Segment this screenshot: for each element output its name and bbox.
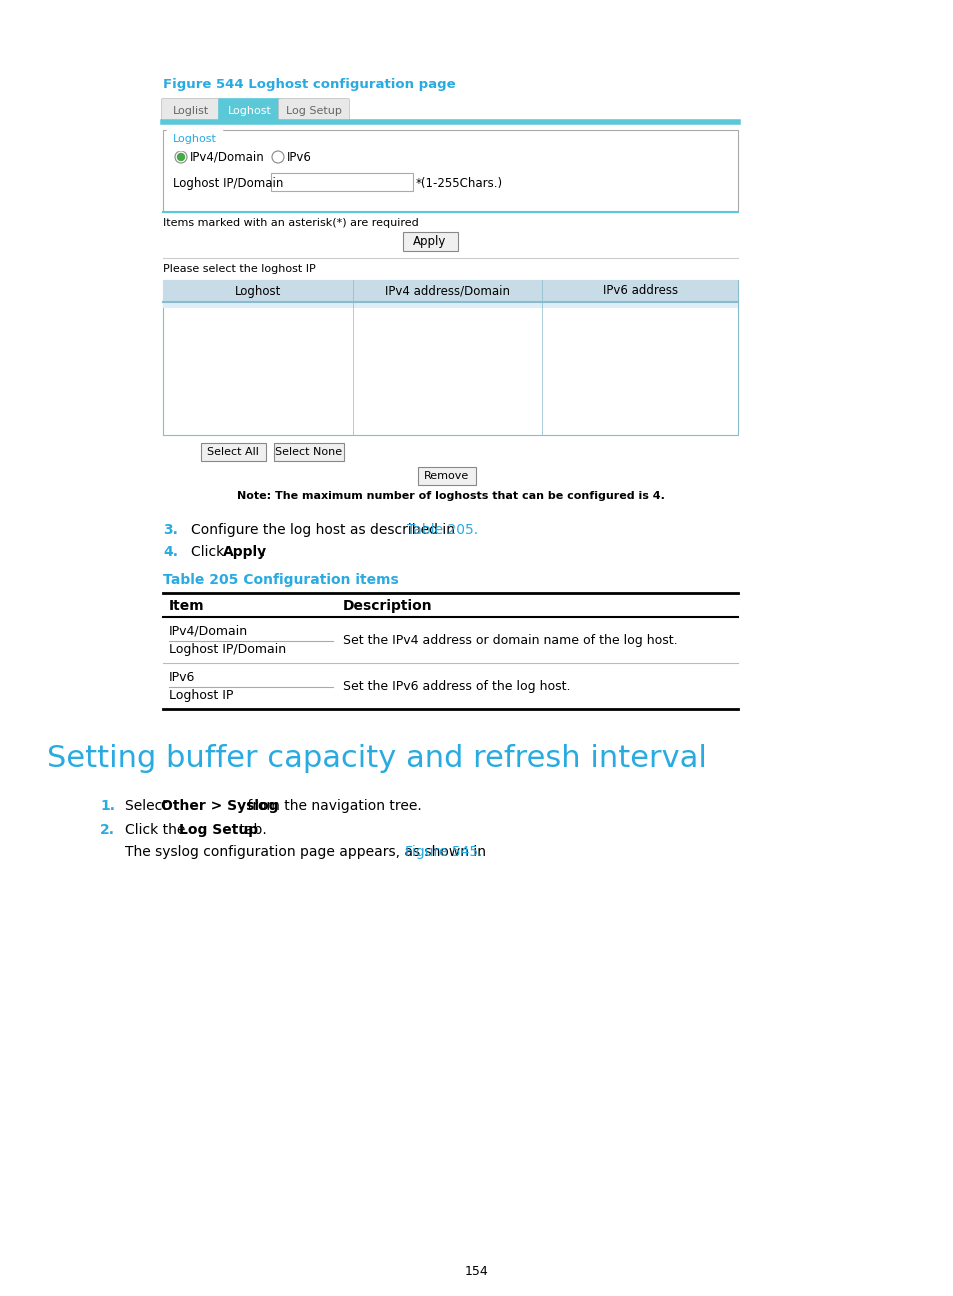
Text: Note: The maximum number of loghosts that can be configured is 4.: Note: The maximum number of loghosts tha… (236, 491, 663, 502)
Bar (271, 172, 413, 191)
Text: Click the: Click the (125, 823, 190, 837)
Bar (201, 443, 266, 461)
Text: Table 205 Configuration items: Table 205 Configuration items (163, 573, 398, 587)
Circle shape (177, 153, 184, 161)
Text: Loghost: Loghost (234, 285, 281, 298)
Bar (163, 280, 738, 435)
Text: Apply: Apply (223, 546, 267, 559)
Text: IPv6 address: IPv6 address (602, 285, 677, 298)
Text: tab.: tab. (234, 823, 267, 837)
Text: 154: 154 (465, 1265, 488, 1278)
Text: Set the IPv6 address of the log host.: Set the IPv6 address of the log host. (343, 680, 570, 693)
Text: Log Setup: Log Setup (286, 106, 341, 117)
Text: Set the IPv4 address or domain name of the log host.: Set the IPv4 address or domain name of t… (343, 634, 677, 647)
Text: 2.: 2. (100, 823, 115, 837)
Text: IPv6: IPv6 (287, 152, 312, 165)
Text: Items marked with an asterisk(*) are required: Items marked with an asterisk(*) are req… (163, 218, 418, 228)
Text: Setting buffer capacity and refresh interval: Setting buffer capacity and refresh inte… (47, 744, 706, 772)
Text: Configure the log host as described in: Configure the log host as described in (191, 524, 459, 537)
Text: The syslog configuration page appears, as shown in: The syslog configuration page appears, a… (125, 845, 490, 859)
Text: Select All: Select All (207, 447, 258, 457)
Text: Loghost IP/Domain: Loghost IP/Domain (169, 643, 286, 656)
Text: Other > Syslog: Other > Syslog (161, 800, 278, 813)
Circle shape (174, 152, 187, 163)
Text: Figure 544 Loghost configuration page: Figure 544 Loghost configuration page (163, 78, 456, 91)
Text: IPv6: IPv6 (169, 671, 195, 684)
Text: Apply: Apply (413, 235, 446, 248)
FancyBboxPatch shape (161, 98, 221, 123)
Text: Description: Description (343, 599, 432, 613)
Text: IPv4/Domain: IPv4/Domain (169, 625, 248, 638)
Text: Figure 545.: Figure 545. (405, 845, 482, 859)
Text: Please select the loghost IP: Please select the loghost IP (163, 264, 315, 273)
FancyBboxPatch shape (278, 98, 349, 123)
Text: from the navigation tree.: from the navigation tree. (243, 800, 421, 813)
Circle shape (272, 152, 284, 163)
Text: Loghost IP/Domain: Loghost IP/Domain (172, 178, 283, 191)
Text: .: . (261, 546, 265, 559)
Text: *(1-255Chars.): *(1-255Chars.) (416, 178, 502, 191)
Text: Loghost: Loghost (228, 106, 272, 117)
Text: Click: Click (191, 546, 229, 559)
Bar (163, 280, 738, 302)
Text: Select: Select (125, 800, 172, 813)
Text: Loglist: Loglist (173, 106, 210, 117)
Text: Item: Item (169, 599, 204, 613)
Text: Remove: Remove (424, 470, 469, 481)
Text: 4.: 4. (163, 546, 178, 559)
Text: 1.: 1. (100, 800, 115, 813)
Bar (274, 443, 344, 461)
FancyBboxPatch shape (218, 98, 281, 123)
Text: Log Setup: Log Setup (179, 823, 258, 837)
Bar (417, 467, 476, 485)
Text: Loghost: Loghost (172, 133, 216, 144)
Text: 3.: 3. (163, 524, 177, 537)
Bar (402, 232, 457, 251)
Bar (163, 302, 738, 308)
Text: Table 205.: Table 205. (407, 524, 478, 537)
Text: Loghost IP: Loghost IP (169, 689, 233, 702)
Text: IPv4/Domain: IPv4/Domain (190, 152, 265, 165)
Text: IPv4 address/Domain: IPv4 address/Domain (385, 285, 510, 298)
Bar (163, 130, 738, 213)
Text: Select None: Select None (275, 447, 342, 457)
